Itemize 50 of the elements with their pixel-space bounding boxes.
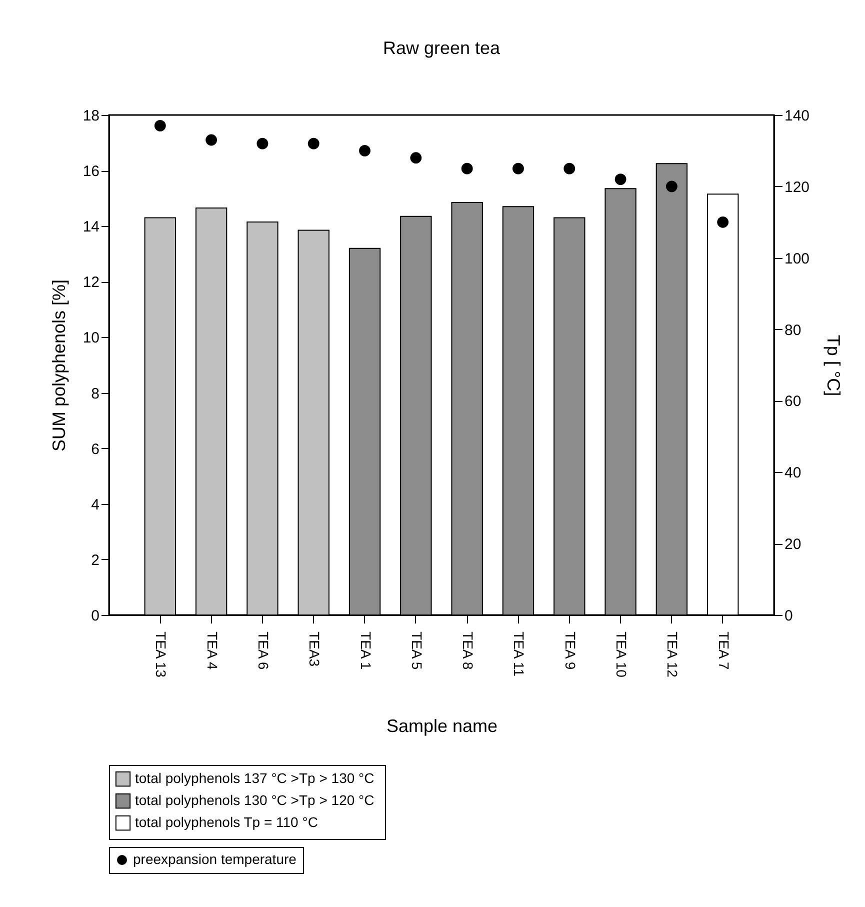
point xyxy=(308,138,320,150)
point xyxy=(512,162,524,174)
y-tick-label: 8 xyxy=(91,385,100,402)
point xyxy=(206,134,218,146)
point xyxy=(614,174,626,185)
x-tick-label: TEA 12 xyxy=(664,632,681,678)
point xyxy=(410,152,422,164)
y2-tick-label: 40 xyxy=(784,464,802,482)
x-tick-label: TEA 8 xyxy=(460,632,476,670)
x-tick-label: TEA 4 xyxy=(204,632,220,670)
legend-label: total polyphenols Tp = 110 °C xyxy=(135,814,318,830)
x-tick-label: TEA 1 xyxy=(358,632,374,670)
point xyxy=(154,120,166,132)
y-tick-label: 0 xyxy=(91,608,100,624)
y-tick-label: 4 xyxy=(91,496,100,514)
x-tick-label: TEA 9 xyxy=(562,632,578,670)
y2-tick-label: 80 xyxy=(784,322,802,339)
y2-axis-title: Tp [ °C] xyxy=(824,334,844,396)
x-tick-label: TEA 7 xyxy=(716,632,732,670)
y2-tick-label: 120 xyxy=(784,178,810,196)
y-tick-label: 12 xyxy=(82,274,100,292)
y2-tick-label: 60 xyxy=(784,393,802,410)
x-tick-label: TEA 11 xyxy=(511,632,528,677)
point xyxy=(717,216,729,228)
y-tick-label: 10 xyxy=(82,330,100,347)
y2-tick-label: 100 xyxy=(784,250,810,268)
point xyxy=(359,145,370,156)
y2-tick-label: 140 xyxy=(784,108,810,124)
y-tick-label: 14 xyxy=(82,218,100,236)
point xyxy=(256,138,268,150)
y-tick-label: 6 xyxy=(91,440,100,458)
x-tick-label: TEA 5 xyxy=(408,632,425,670)
point xyxy=(461,162,473,174)
x-tick-label: TEA3 xyxy=(306,632,323,667)
legend-label: total polyphenols 137 °C >Tp > 130 °C xyxy=(135,770,374,786)
y2-tick-label: 0 xyxy=(784,608,793,624)
point xyxy=(666,180,678,192)
x-tick-label: TEA 13 xyxy=(153,632,170,678)
y2-tick-label: 20 xyxy=(784,536,802,554)
x-tick-label: TEA 6 xyxy=(255,632,272,670)
x-axis-title: Sample name xyxy=(386,716,498,736)
x-tick-label: TEA 10 xyxy=(614,632,630,678)
chart-title: Raw green tea xyxy=(382,38,502,58)
point xyxy=(564,162,576,174)
legend-label: preexpansion temperature xyxy=(133,851,297,867)
y-tick-label: 16 xyxy=(82,163,100,180)
y-tick-label: 2 xyxy=(91,552,100,569)
y-tick-label: 18 xyxy=(82,108,100,124)
y-axis-title: SUM polyphenols [%] xyxy=(48,279,69,452)
legend-label: total polyphenols 130 °C >Tp > 120 °C xyxy=(135,792,374,808)
